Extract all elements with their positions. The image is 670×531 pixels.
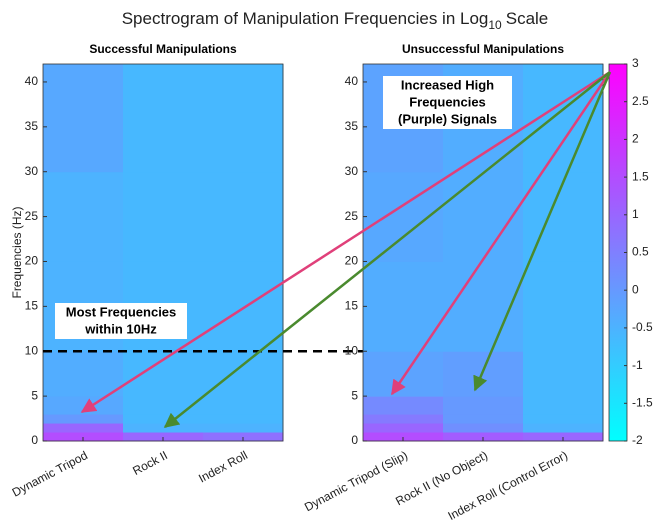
heat-cell bbox=[203, 432, 284, 442]
y-tick-label: 5 bbox=[351, 388, 358, 402]
heat-cell bbox=[203, 396, 284, 415]
annotation-text: Most Frequencies bbox=[66, 304, 177, 319]
heat-cell bbox=[523, 423, 604, 433]
y-tick-label: 25 bbox=[25, 209, 39, 223]
heat-cell bbox=[43, 171, 124, 262]
heat-cell bbox=[363, 261, 444, 352]
colorbar-tick-label: 1.5 bbox=[632, 169, 649, 183]
subplot-title: Successful Manipulations bbox=[89, 42, 237, 56]
annotation-text: Frequencies bbox=[409, 94, 486, 109]
colorbar-tick-label: -1 bbox=[632, 358, 643, 372]
arrow bbox=[163, 71, 611, 428]
arrow bbox=[390, 71, 612, 396]
colorbar-tick-label: 2 bbox=[632, 132, 639, 146]
colorbar-tick-label: -1.5 bbox=[632, 395, 653, 409]
heat-cell bbox=[363, 423, 444, 433]
x-tick-label: Dynamic Tripod (Slip) bbox=[302, 448, 410, 514]
heat-cell bbox=[523, 432, 604, 442]
figure-title: Spectrogram of Manipulation Frequencies … bbox=[122, 9, 549, 32]
heat-cell bbox=[43, 423, 124, 433]
y-tick-label: 40 bbox=[345, 74, 359, 88]
y-tick-label: 15 bbox=[25, 299, 39, 313]
y-tick-label: 25 bbox=[345, 209, 359, 223]
annotation-text: (Purple) Signals bbox=[398, 111, 497, 126]
heat-cell bbox=[443, 432, 524, 442]
heat-cell bbox=[523, 261, 604, 352]
title-text: Spectrogram of Manipulation Frequencies … bbox=[122, 9, 489, 28]
heat-cell bbox=[443, 423, 524, 433]
y-tick-label: 20 bbox=[25, 254, 39, 268]
heat-cell bbox=[123, 171, 204, 262]
annotation-box bbox=[55, 303, 187, 339]
arrow bbox=[473, 71, 612, 392]
y-tick-label: 30 bbox=[25, 164, 39, 178]
heat-cell bbox=[443, 351, 524, 397]
y-tick-label: 0 bbox=[31, 433, 38, 447]
heat-cell bbox=[363, 396, 444, 415]
heat-cell bbox=[123, 351, 204, 397]
heat-cell bbox=[123, 414, 204, 424]
colorbar-tick-label: 0 bbox=[632, 282, 639, 296]
y-tick-label: 20 bbox=[345, 254, 359, 268]
y-tick-label: 40 bbox=[25, 74, 39, 88]
heat-cell bbox=[123, 396, 204, 415]
title-suffix: Scale bbox=[506, 9, 549, 28]
heat-cell bbox=[203, 261, 284, 352]
annotation-text: within 10Hz bbox=[84, 321, 157, 336]
heat-cell bbox=[203, 171, 284, 262]
colorbar-tick-label: 0.5 bbox=[632, 245, 649, 259]
heat-cell bbox=[443, 171, 524, 262]
heat-cell bbox=[43, 64, 124, 173]
heat-cell bbox=[123, 423, 204, 433]
y-axis-label: Frequencies (Hz) bbox=[10, 206, 24, 298]
heat-cell bbox=[43, 432, 124, 442]
heat-cell bbox=[203, 414, 284, 424]
colorbar-tick-label: 3 bbox=[632, 56, 639, 70]
subplot-title: Unsuccessful Manipulations bbox=[402, 42, 564, 56]
heat-cell bbox=[203, 64, 284, 173]
heat-cell bbox=[43, 414, 124, 424]
colorbar-tick-label: 1 bbox=[632, 207, 639, 221]
title-subscript: 10 bbox=[488, 18, 502, 32]
annotation-text: Increased High bbox=[401, 77, 494, 92]
x-tick-label: Dynamic Tripod bbox=[10, 448, 90, 500]
y-tick-label: 10 bbox=[25, 343, 39, 357]
y-tick-label: 15 bbox=[345, 299, 359, 313]
heat-cell bbox=[443, 414, 524, 424]
y-tick-label: 35 bbox=[345, 119, 359, 133]
y-tick-label: 30 bbox=[345, 164, 359, 178]
heat-cell bbox=[363, 432, 444, 442]
colorbar-tick-label: -0.5 bbox=[632, 320, 653, 334]
heat-cell bbox=[363, 351, 444, 397]
y-tick-label: 10 bbox=[345, 343, 359, 357]
heat-cell bbox=[43, 351, 124, 397]
heat-cell bbox=[203, 423, 284, 433]
arrow bbox=[80, 70, 611, 414]
heat-cell bbox=[123, 432, 204, 442]
heat-cell bbox=[363, 414, 444, 424]
x-tick-label: Index Roll bbox=[196, 448, 250, 485]
heat-cell bbox=[523, 351, 604, 397]
colorbar-tick-label: 2.5 bbox=[632, 94, 649, 108]
heat-cell bbox=[523, 396, 604, 415]
y-tick-label: 35 bbox=[25, 119, 39, 133]
annotation-box bbox=[383, 76, 512, 129]
heat-cell bbox=[123, 64, 204, 173]
heat-cell bbox=[363, 171, 444, 262]
heat-cell bbox=[523, 414, 604, 424]
y-tick-label: 0 bbox=[351, 433, 358, 447]
heat-cell bbox=[203, 351, 284, 397]
heat-cell bbox=[443, 396, 524, 415]
y-tick-label: 5 bbox=[31, 388, 38, 402]
colorbar-tick-label: -2 bbox=[632, 433, 643, 447]
x-tick-label: Rock II bbox=[130, 448, 170, 478]
